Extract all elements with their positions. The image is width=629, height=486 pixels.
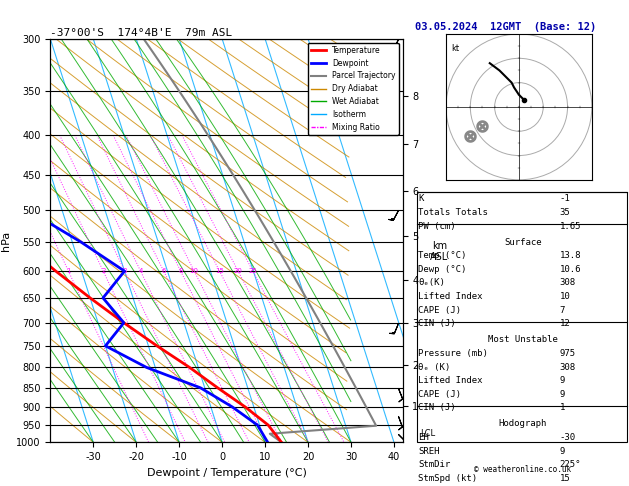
Text: CIN (J): CIN (J) bbox=[418, 319, 456, 329]
Text: EH: EH bbox=[418, 433, 429, 442]
Text: © weatheronline.co.uk: © weatheronline.co.uk bbox=[474, 465, 571, 474]
Text: Lifted Index: Lifted Index bbox=[418, 376, 483, 385]
Text: StmDir: StmDir bbox=[418, 460, 450, 469]
Text: Temp (°C): Temp (°C) bbox=[418, 251, 467, 260]
Text: Pressure (mb): Pressure (mb) bbox=[418, 349, 488, 358]
Text: 8: 8 bbox=[179, 268, 183, 274]
Text: 25: 25 bbox=[248, 268, 257, 274]
Text: 9: 9 bbox=[560, 447, 565, 456]
Text: K: K bbox=[418, 194, 424, 204]
Text: kt: kt bbox=[451, 44, 459, 53]
Text: SREH: SREH bbox=[418, 447, 440, 456]
Text: Hodograph: Hodograph bbox=[499, 419, 547, 429]
Text: θₑ(K): θₑ(K) bbox=[418, 278, 445, 288]
Text: 225°: 225° bbox=[560, 460, 581, 469]
Text: -37°00'S  174°4B'E  79m ASL: -37°00'S 174°4B'E 79m ASL bbox=[50, 28, 233, 38]
Text: 10: 10 bbox=[560, 292, 571, 301]
Text: 9: 9 bbox=[560, 390, 565, 399]
Text: Most Unstable: Most Unstable bbox=[487, 335, 558, 345]
Text: CIN (J): CIN (J) bbox=[418, 403, 456, 413]
Text: Lifted Index: Lifted Index bbox=[418, 292, 483, 301]
Text: LCL: LCL bbox=[420, 429, 435, 438]
Text: 9: 9 bbox=[560, 376, 565, 385]
Text: 6: 6 bbox=[162, 268, 166, 274]
Text: 2: 2 bbox=[101, 268, 106, 274]
X-axis label: Dewpoint / Temperature (°C): Dewpoint / Temperature (°C) bbox=[147, 468, 306, 478]
Text: Surface: Surface bbox=[504, 238, 542, 247]
Text: Dewp (°C): Dewp (°C) bbox=[418, 265, 467, 274]
Text: CAPE (J): CAPE (J) bbox=[418, 306, 461, 315]
Y-axis label: km
ASL: km ASL bbox=[430, 241, 448, 262]
Text: 1.65: 1.65 bbox=[560, 222, 581, 231]
Text: θₑ (K): θₑ (K) bbox=[418, 363, 450, 372]
Text: 308: 308 bbox=[560, 278, 576, 288]
Text: StmSpd (kt): StmSpd (kt) bbox=[418, 474, 477, 483]
Text: 1: 1 bbox=[66, 268, 70, 274]
Text: 3: 3 bbox=[123, 268, 127, 274]
Text: 10.6: 10.6 bbox=[560, 265, 581, 274]
Text: 20: 20 bbox=[233, 268, 243, 274]
Text: PW (cm): PW (cm) bbox=[418, 222, 456, 231]
Text: 7: 7 bbox=[560, 306, 565, 315]
Text: 1: 1 bbox=[560, 403, 565, 413]
Text: Totals Totals: Totals Totals bbox=[418, 208, 488, 217]
Text: 4: 4 bbox=[138, 268, 143, 274]
Text: -1: -1 bbox=[560, 194, 571, 204]
Y-axis label: hPa: hPa bbox=[1, 230, 11, 251]
Text: 13.8: 13.8 bbox=[560, 251, 581, 260]
Legend: Temperature, Dewpoint, Parcel Trajectory, Dry Adiabat, Wet Adiabat, Isotherm, Mi: Temperature, Dewpoint, Parcel Trajectory… bbox=[308, 43, 399, 135]
Text: 35: 35 bbox=[560, 208, 571, 217]
Text: 12: 12 bbox=[560, 319, 571, 329]
Text: 308: 308 bbox=[560, 363, 576, 372]
Text: CAPE (J): CAPE (J) bbox=[418, 390, 461, 399]
Text: 10: 10 bbox=[190, 268, 199, 274]
Text: 15: 15 bbox=[560, 474, 571, 483]
Text: 15: 15 bbox=[215, 268, 224, 274]
Text: -30: -30 bbox=[560, 433, 576, 442]
Text: 975: 975 bbox=[560, 349, 576, 358]
Text: 03.05.2024  12GMT  (Base: 12): 03.05.2024 12GMT (Base: 12) bbox=[415, 22, 596, 32]
